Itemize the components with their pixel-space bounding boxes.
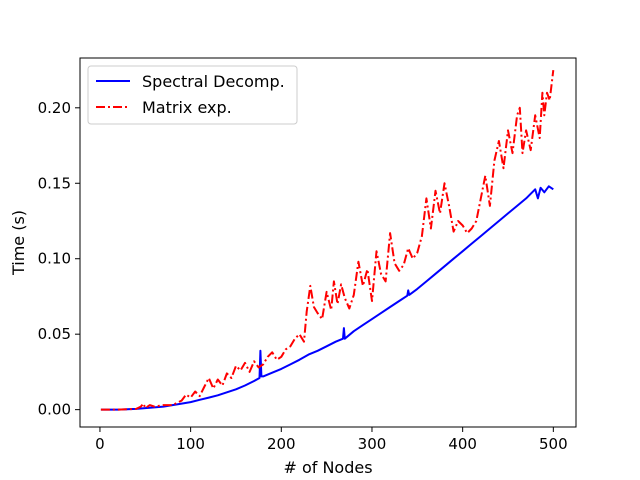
legend-box <box>87 65 298 125</box>
legend-label-spectral: Spectral Decomp. <box>142 72 285 91</box>
y-axis: 0.00 0.05 0.10 0.15 0.20 <box>38 99 80 419</box>
x-axis-label: # of Nodes <box>283 458 372 477</box>
y-tick-label: 0.15 <box>38 174 71 192</box>
plot-area: 0 100 200 300 400 500 0.00 0.05 0.10 0.15 0.20 # … <box>9 57 577 477</box>
legend: Spectral Decomp. Matrix exp. <box>87 65 298 125</box>
x-tick-label: 500 <box>539 435 568 453</box>
x-tick-label: 400 <box>448 435 477 453</box>
axes-frame <box>79 57 577 428</box>
y-tick-label: 0.05 <box>38 325 71 343</box>
x-axis: 0 100 200 300 400 500 <box>95 427 568 453</box>
series-layer <box>100 69 555 411</box>
x-tick-label: 200 <box>267 435 296 453</box>
y-tick-label: 0.10 <box>38 250 71 268</box>
y-axis-label: Time (s) <box>9 210 28 276</box>
x-tick-label: 100 <box>176 435 205 453</box>
series-line-1 <box>100 69 555 411</box>
legend-label-matrix-exp: Matrix exp. <box>142 98 232 117</box>
y-tick-label: 0.20 <box>38 99 71 117</box>
y-tick-label: 0.00 <box>38 401 71 419</box>
x-tick-label: 300 <box>358 435 387 453</box>
series-line-0 <box>100 185 554 411</box>
x-tick-label: 0 <box>95 435 105 453</box>
